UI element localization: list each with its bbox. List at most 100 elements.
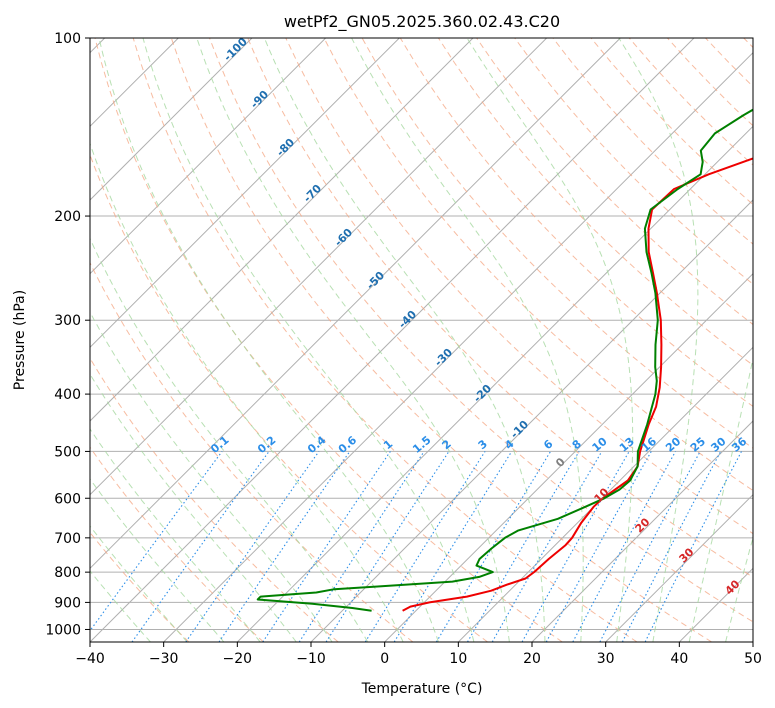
moist-adiabat-line — [90, 237, 369, 642]
dry-adiabat-line — [132, 38, 638, 642]
mixing-ratio-lines — [90, 451, 742, 642]
mixing-ratio-line — [621, 451, 722, 642]
dry-adiabat-line — [705, 38, 753, 88]
mixing-ratio-line — [644, 451, 742, 642]
dry-adiabat-line — [90, 446, 264, 642]
mixing-ratio-label: 0.6 — [336, 433, 360, 456]
dry-adiabat-label: -70 — [301, 182, 324, 205]
isotherm-line — [90, 38, 400, 349]
mixing-ratio-label: 0.1 — [208, 433, 231, 455]
x-tick-label: 10 — [449, 651, 467, 667]
moist-adiabat-line — [90, 311, 333, 642]
plot-frame — [89, 37, 754, 643]
x-tick-label: 0 — [380, 651, 389, 667]
mixing-ratio-label: 3 — [476, 437, 490, 452]
dry-adiabat-line — [285, 38, 753, 535]
y-tick-label: 200 — [54, 209, 81, 225]
mixing-ratio-line — [572, 451, 676, 642]
dry-adiabat-line — [209, 38, 753, 623]
mixing-ratio-line — [131, 451, 270, 642]
moist-adiabat-label: 40 — [723, 577, 743, 597]
y-axis-ticks: 100 200 300 400 500 600 700 800 900 1000 — [45, 31, 90, 638]
moist-adiabat-line — [90, 142, 404, 642]
dry-adiabat-label: -60 — [332, 226, 355, 249]
moist-adiabat-line — [196, 38, 510, 642]
mixing-ratio-line — [393, 451, 513, 642]
x-axis-label: Temperature (°C) — [361, 681, 483, 697]
isotherm-line — [90, 38, 548, 496]
isotherm-line — [531, 420, 753, 642]
moist-adiabat-line — [142, 38, 475, 642]
y-tick-label: 100 — [54, 31, 81, 47]
mixing-ratio-label: 8 — [570, 437, 584, 452]
moist-adiabat-line — [98, 38, 439, 642]
isotherm-line — [678, 567, 753, 642]
dry-adiabat-line — [94, 38, 563, 642]
isotherm-line — [310, 199, 753, 642]
chart-title: wetPf2_GN05.2025.360.02.43.C20 — [284, 12, 560, 32]
dry-adiabat-line — [90, 357, 339, 642]
dry-adiabat-label: -20 — [471, 382, 494, 405]
isotherm-line — [384, 272, 753, 642]
x-tick-label: 50 — [744, 651, 762, 667]
dry-adiabat-line — [476, 38, 753, 326]
isotherm-line — [457, 346, 753, 642]
dry-adiabat-line — [743, 38, 753, 49]
x-tick-label: −10 — [296, 651, 326, 667]
dewpoint-line — [256, 108, 753, 612]
isotherm-line — [752, 641, 753, 642]
mixing-ratio-label: 2 — [440, 437, 454, 452]
moist-adiabat-label: 20 — [633, 515, 653, 535]
isotherm-line — [90, 38, 474, 422]
isotherm-line — [90, 38, 327, 275]
dry-adiabat-line — [90, 153, 488, 642]
mixing-ratio-line — [218, 451, 351, 642]
moist-adiabat-line — [618, 38, 699, 642]
isotherm-line — [163, 51, 753, 642]
y-tick-label: 1000 — [45, 622, 81, 638]
moist-adiabat-line — [90, 570, 151, 642]
dry-adiabat-label: -30 — [432, 346, 455, 369]
dry-adiabat-line — [90, 261, 414, 642]
mixing-ratio-label: 0.4 — [305, 433, 329, 456]
moist-adiabat-line — [351, 38, 584, 642]
isotherm-line — [90, 38, 695, 642]
y-axis-label: Pressure (hPa) — [12, 290, 28, 390]
y-tick-label: 800 — [54, 565, 81, 581]
y-tick-label: 900 — [54, 595, 81, 611]
moist-adiabat-label: 30 — [677, 545, 697, 565]
x-axis-ticks: −40 −30 −20 −10 0 10 20 30 40 50 — [75, 642, 762, 667]
dry-adiabat-label: -50 — [364, 269, 387, 292]
temperature-line — [402, 157, 753, 612]
dry-adiabat-label: -10 — [508, 418, 531, 441]
mixing-ratio-line — [325, 451, 450, 642]
mixing-ratio-line — [298, 451, 425, 642]
x-tick-label: 30 — [597, 651, 615, 667]
dry-adiabat-line — [170, 38, 712, 642]
dry-adiabat-line — [90, 531, 190, 642]
moist-adiabat-line — [263, 38, 546, 642]
dry-adiabat-line — [552, 38, 753, 245]
isotherm-line — [236, 125, 753, 642]
x-tick-label: 20 — [523, 651, 541, 667]
dry-adiabat-label: -100 — [221, 35, 250, 64]
mixing-ratio-line — [545, 451, 652, 642]
y-tick-label: 400 — [54, 387, 81, 403]
dry-adiabat-line — [323, 38, 753, 492]
x-tick-label: −40 — [75, 651, 105, 667]
isotherm-line — [90, 38, 621, 570]
moist-adiabat-label: 0 — [553, 455, 568, 470]
y-tick-label: 500 — [54, 444, 81, 460]
mixing-ratio-label: 6 — [541, 437, 555, 452]
moist-adiabat-line — [90, 478, 225, 642]
x-tick-label: −20 — [223, 651, 253, 667]
dry-adiabat-line — [514, 38, 753, 285]
mixing-ratio-line — [262, 451, 391, 642]
mixing-ratio-line — [364, 451, 486, 642]
isobar-lines — [90, 38, 753, 630]
y-tick-label: 700 — [54, 531, 81, 547]
mixing-ratio-line — [521, 451, 630, 642]
moist-adiabat-line — [90, 525, 188, 642]
isotherm-line — [90, 38, 253, 201]
